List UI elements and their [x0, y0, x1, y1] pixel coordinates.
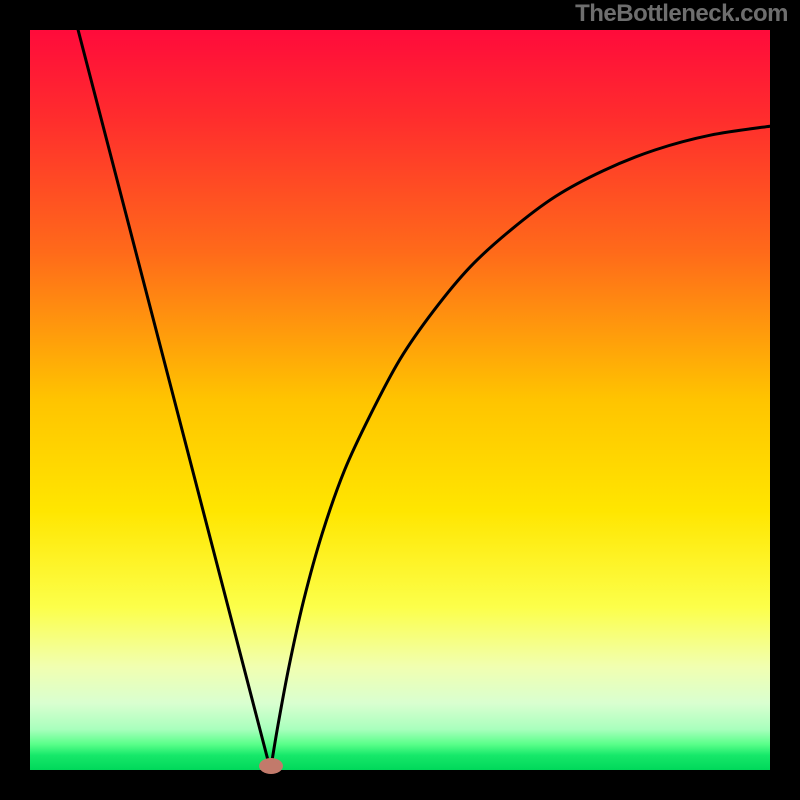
minimum-marker [259, 758, 283, 774]
plot-area [30, 30, 770, 770]
plot-svg [30, 30, 770, 770]
gradient-background [30, 30, 770, 770]
watermark-text: TheBottleneck.com [575, 0, 788, 28]
chart-container: TheBottleneck.com [0, 0, 800, 800]
